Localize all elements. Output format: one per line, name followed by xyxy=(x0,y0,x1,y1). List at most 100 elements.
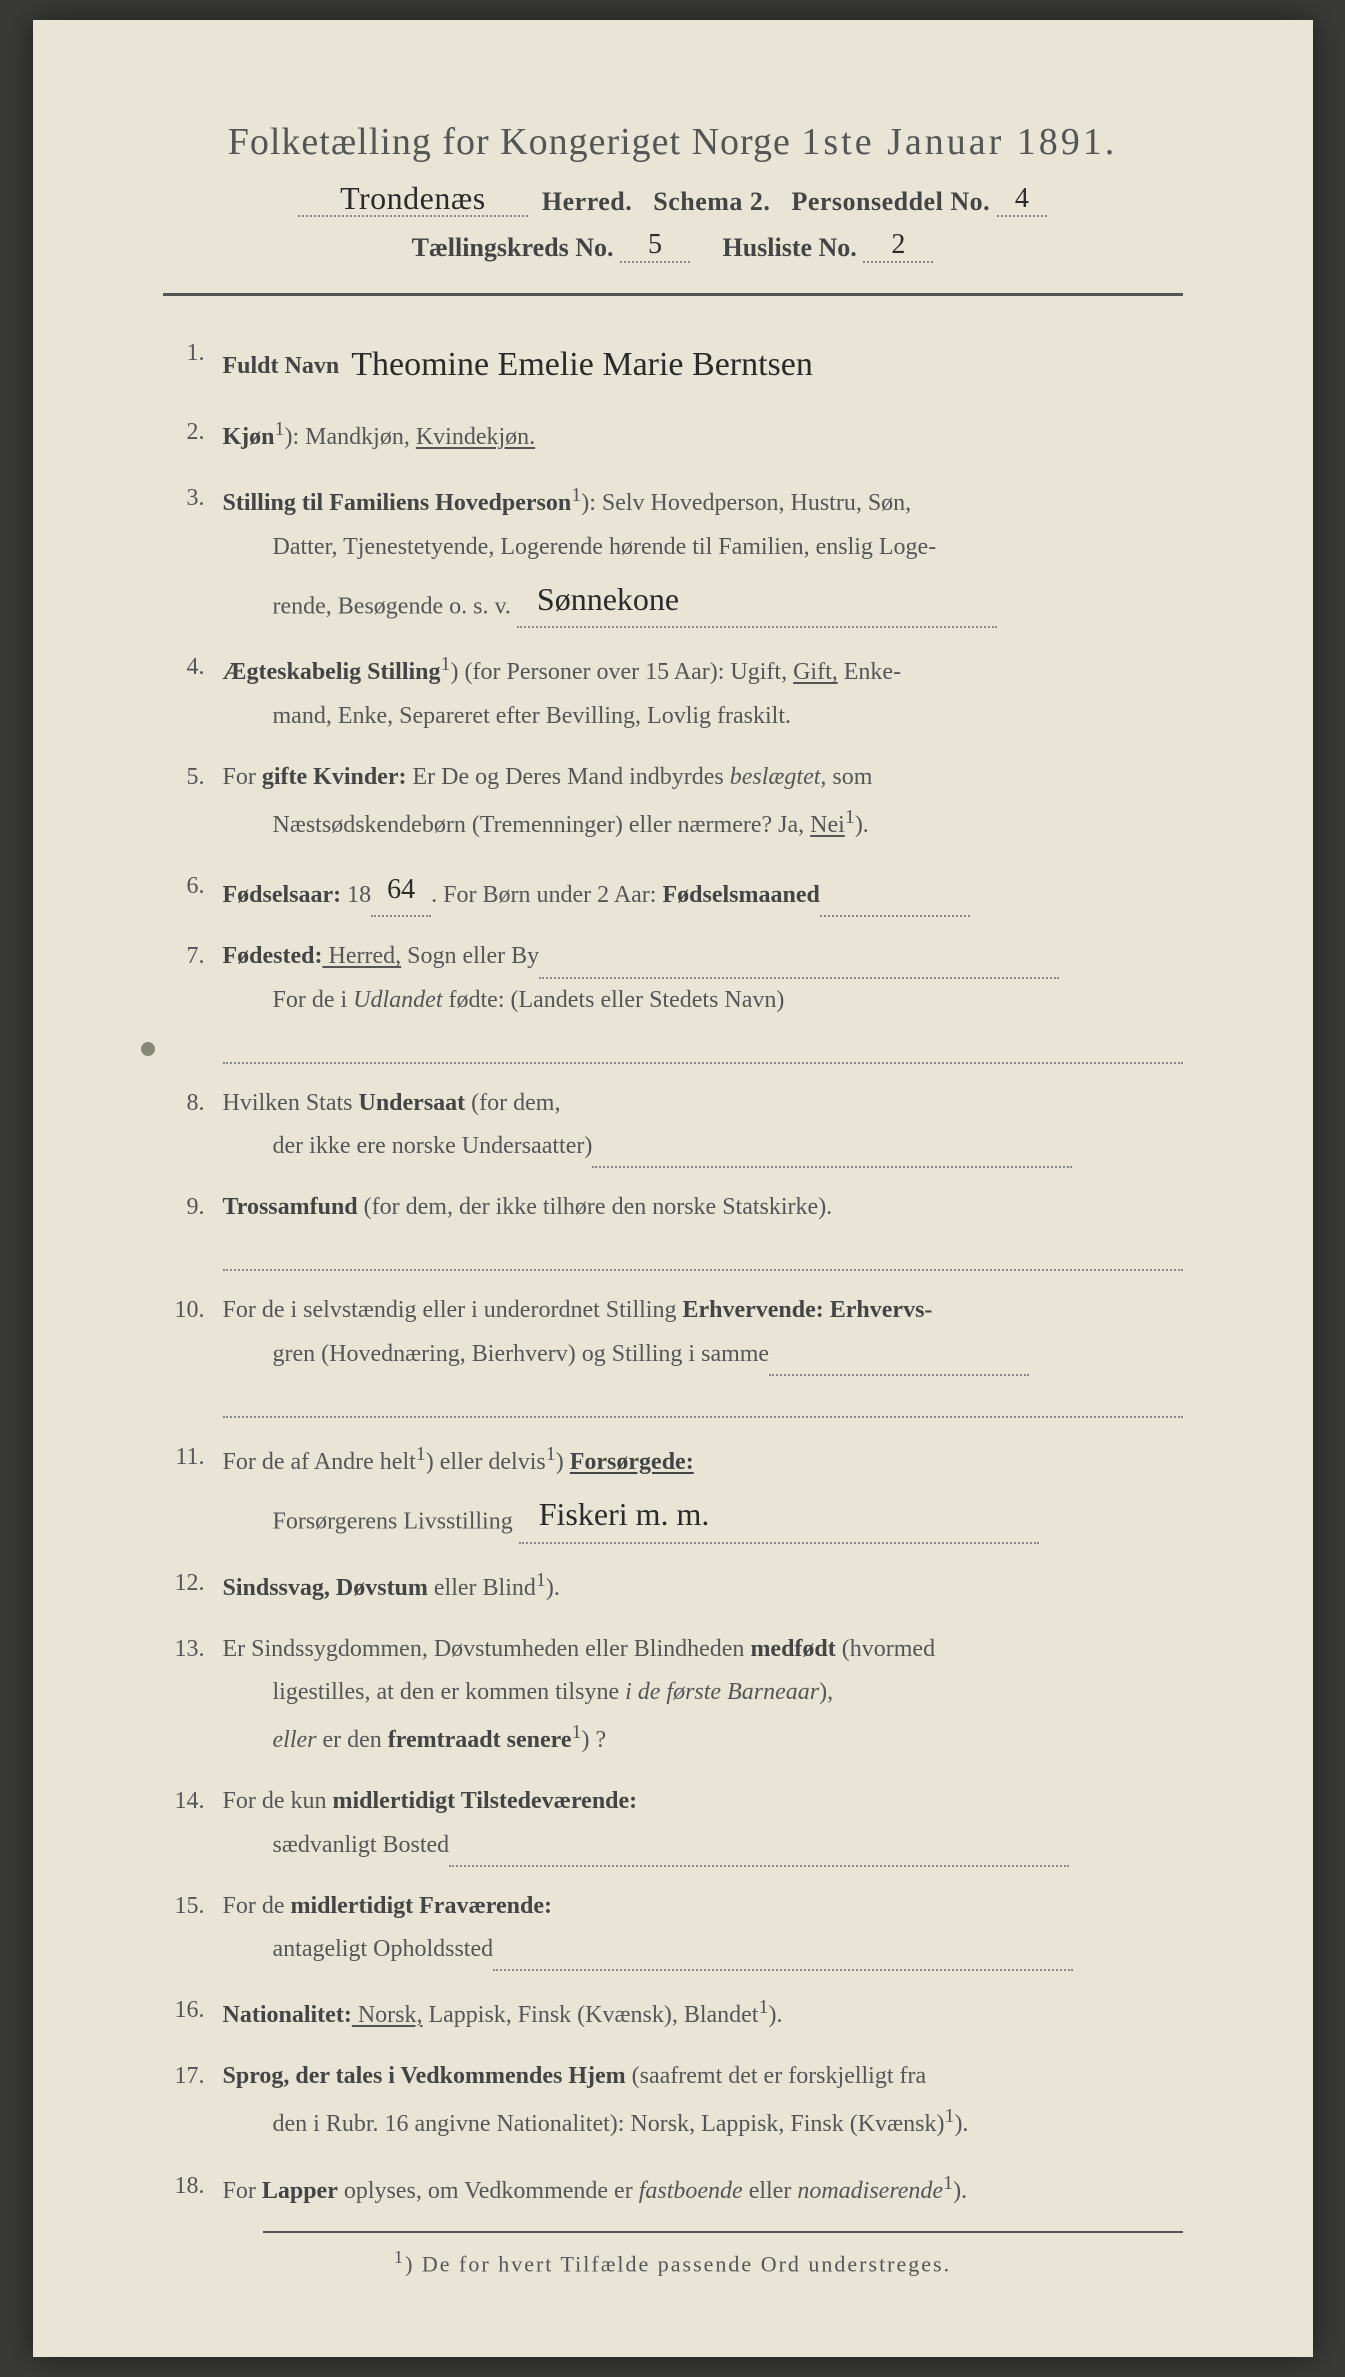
text: (for dem, der ikke tilhøre den norske St… xyxy=(358,1194,833,1220)
label: medfødt xyxy=(750,1636,835,1662)
item-9: 9. Trossamfund (for dem, der ikke tilhør… xyxy=(163,1186,1183,1271)
item-num: 16. xyxy=(163,1989,223,2037)
text: fødte: (Landets eller Stedets Navn) xyxy=(443,987,785,1013)
label: Fødested: xyxy=(223,943,323,969)
husliste-label: Husliste No. xyxy=(722,233,856,262)
line2: mand, Enke, Separeret efter Bevilling, L… xyxy=(223,695,1183,738)
herred-fill: Trondenæs xyxy=(298,178,528,217)
item-body: For de midlertidigt Fraværende: antageli… xyxy=(223,1885,1183,1971)
line3: eller er den fremtraadt senere1) ? xyxy=(223,1714,1183,1762)
text: For de i xyxy=(273,987,354,1013)
sup: 1 xyxy=(536,1569,546,1591)
schema-label: Schema 2. xyxy=(653,187,770,216)
item-12: 12. Sindssvag, Døvstum eller Blind1). xyxy=(163,1562,1183,1610)
item-5: 5. For gifte Kvinder: Er De og Deres Man… xyxy=(163,756,1183,847)
text: ) ? xyxy=(581,1727,606,1753)
text: ): Mandkjøn, xyxy=(285,424,416,450)
beslaegtet: beslægtet, xyxy=(730,764,827,790)
label: Fødselsaar: xyxy=(223,882,342,908)
subtitle-line-2: Tællingskreds No. 5 Husliste No. 2 xyxy=(163,229,1183,263)
bullet-mark-icon xyxy=(141,1042,155,1056)
subtitle-line-1: Trondenæs Herred. Schema 2. Personseddel… xyxy=(163,178,1183,217)
personseddel-no-hw: 4 xyxy=(1015,183,1030,214)
item-body: Er Sindssygdommen, Døvstumheden eller Bl… xyxy=(223,1628,1183,1763)
text: Er De og Deres Mand indbyrdes xyxy=(406,764,729,790)
text: sædvanligt Bosted xyxy=(273,1832,450,1858)
item-num: 13. xyxy=(163,1628,223,1763)
item-num: 10. xyxy=(163,1289,223,1417)
herred-handwritten: Trondenæs xyxy=(340,180,486,217)
item-1: 1. Fuldt Navn Theomine Emelie Marie Bern… xyxy=(163,332,1183,393)
footnote-sup: 1 xyxy=(394,2247,405,2267)
label: Erhvervende: Erhvervs- xyxy=(682,1297,932,1323)
pre: For de kun xyxy=(223,1788,333,1814)
line3: rende, Besøgende o. s. v. Sønnekone xyxy=(223,569,1183,629)
census-form-page: Folketælling for Kongeriget Norge 1ste J… xyxy=(33,20,1313,2357)
text: (saafremt det er forskjelligt fra xyxy=(626,2063,927,2089)
item-num: 3. xyxy=(163,477,223,628)
dotted-row xyxy=(223,1235,1183,1271)
item-11: 11. For de af Andre helt1) eller delvis1… xyxy=(163,1436,1183,1544)
divider-top xyxy=(163,293,1183,296)
text: eller xyxy=(743,2178,798,2204)
item-2: 2. Kjøn1): Mandkjøn, Kvindekjøn. xyxy=(163,411,1183,459)
item-body: For de i selvstændig eller i underordnet… xyxy=(223,1289,1183,1417)
divider-bottom xyxy=(263,2231,1183,2233)
line2: der ikke ere norske Undersaatter) xyxy=(223,1125,1183,1168)
item-body: For de af Andre helt1) eller delvis1) Fo… xyxy=(223,1436,1183,1544)
dotted-row xyxy=(223,1382,1183,1418)
label: Fuldt Navn xyxy=(223,353,340,379)
item-num: 11. xyxy=(163,1436,223,1544)
item-num: 8. xyxy=(163,1082,223,1168)
nei-underlined: Nei xyxy=(810,812,845,838)
sup: 1 xyxy=(571,484,581,506)
item-num: 12. xyxy=(163,1562,223,1610)
page-title: Folketælling for Kongeriget Norge 1ste J… xyxy=(163,120,1183,164)
line2: sædvanligt Bosted xyxy=(223,1824,1183,1867)
text: er den xyxy=(316,1727,387,1753)
line2: den i Rubr. 16 angivne Nationalitet): No… xyxy=(223,2098,1183,2146)
item-body: Fuldt Navn Theomine Emelie Marie Berntse… xyxy=(223,332,1183,393)
livsstilling-fill: Fiskeri m. m. xyxy=(519,1484,1039,1544)
form-items: 1. Fuldt Navn Theomine Emelie Marie Bern… xyxy=(163,332,1183,2213)
text: Sogn eller By xyxy=(401,943,539,969)
text: ). xyxy=(546,1575,560,1601)
item-num: 1. xyxy=(163,332,223,393)
label: Lapper xyxy=(262,2178,338,2204)
udlandet: Udlandet xyxy=(353,987,442,1013)
text: Datter, Tjenestetyende, Logerende hørend… xyxy=(273,534,937,560)
forsorgede-label: Forsørgede: xyxy=(570,1449,694,1475)
stilling-handwritten: Sønnekone xyxy=(537,571,679,629)
item-body: Fødested: Herred, Sogn eller By For de i… xyxy=(223,935,1183,1063)
item-body: For Lapper oplyses, om Vedkommende er fa… xyxy=(223,2165,1183,2213)
label: Stilling til Familiens Hovedperson xyxy=(223,490,572,516)
text: ): Selv Hovedperson, Hustru, Søn, xyxy=(581,490,911,516)
item-10: 10. For de i selvstændig eller i underor… xyxy=(163,1289,1183,1417)
item-14: 14. For de kun midlertidigt Tilstedevære… xyxy=(163,1780,1183,1866)
text: ). xyxy=(855,812,869,838)
fremtraadt: fremtraadt senere xyxy=(388,1727,572,1753)
item-body: Sindssvag, Døvstum eller Blind1). xyxy=(223,1562,1183,1610)
item-4: 4. Ægteskabelig Stilling1) (for Personer… xyxy=(163,646,1183,737)
year-handwritten: 64 xyxy=(387,874,415,905)
item-num: 4. xyxy=(163,646,223,737)
text: Hvilken Stats xyxy=(223,1090,359,1116)
pre: For xyxy=(223,2178,262,2204)
item-body: For gifte Kvinder: Er De og Deres Mand i… xyxy=(223,756,1183,847)
undersaat-fill xyxy=(592,1166,1072,1168)
text: Forsørgerens Livsstilling xyxy=(273,1508,513,1534)
item-7: 7. Fødested: Herred, Sogn eller By For d… xyxy=(163,935,1183,1063)
label: midlertidigt Tilstedeværende: xyxy=(333,1788,638,1814)
item-16: 16. Nationalitet: Norsk, Lappisk, Finsk … xyxy=(163,1989,1183,2037)
sup: 1 xyxy=(416,1443,426,1465)
text: ). xyxy=(954,2111,968,2137)
line2: Næstsødskendebørn (Tremenninger) eller n… xyxy=(223,799,1183,847)
kreds-fill: 5 xyxy=(620,229,690,263)
sup: 1 xyxy=(943,2172,953,2194)
item-body: Stilling til Familiens Hovedperson1): Se… xyxy=(223,477,1183,628)
text: ). xyxy=(953,2178,967,2204)
label2: Fødselsmaaned xyxy=(662,882,819,908)
label: Nationalitet: xyxy=(223,2002,352,2028)
month-fill xyxy=(820,915,970,917)
item-13: 13. Er Sindssygdommen, Døvstumheden elle… xyxy=(163,1628,1183,1763)
